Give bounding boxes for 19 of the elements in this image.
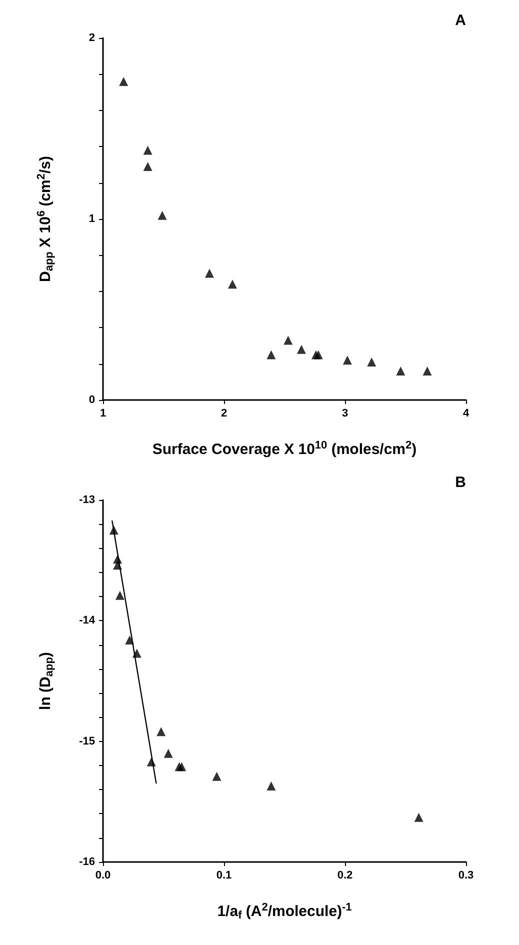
y-tick-label: 0: [88, 394, 95, 406]
y-tick-label: 2: [88, 32, 95, 44]
y-tick-label: -16: [79, 856, 95, 868]
x-tick-label: 1: [100, 408, 106, 420]
y-tick-label: -14: [79, 614, 96, 627]
y-tick-label: 1: [88, 213, 95, 225]
x-tick-label: 0.3: [458, 870, 474, 882]
chart-title: B: [455, 474, 466, 491]
x-tick-label: 3: [342, 408, 348, 420]
x-tick-label: 0.2: [337, 870, 353, 882]
chart-title: A: [455, 12, 466, 29]
y-tick-label: -13: [79, 494, 95, 506]
y-axis-title: ln (Dapp): [37, 652, 56, 710]
y-tick-label: -15: [79, 735, 95, 748]
x-tick-label: 0.1: [216, 870, 232, 882]
y-axis-title: Dapp X 106 (cm2/s): [36, 156, 56, 282]
x-tick-label: 4: [462, 408, 470, 420]
x-tick-label: 0.0: [95, 870, 111, 882]
x-tick-label: 2: [220, 408, 228, 420]
